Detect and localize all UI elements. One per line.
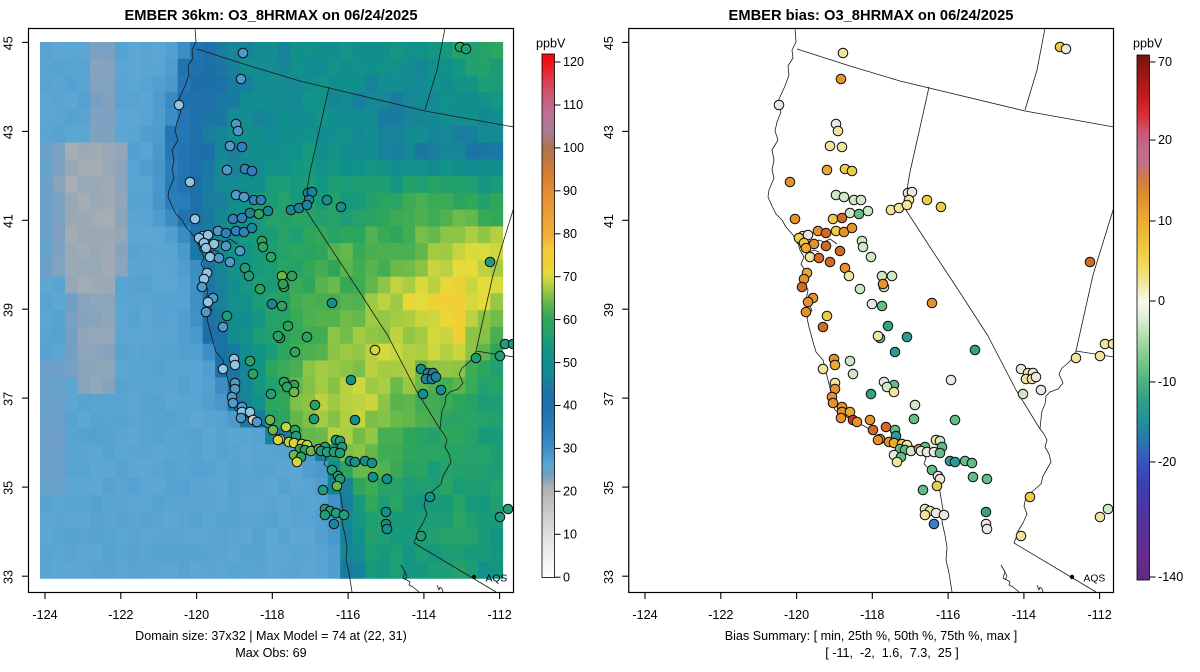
svg-text:-124: -124 [632, 608, 657, 622]
svg-text:AQS: AQS [1084, 574, 1106, 585]
svg-text:43: 43 [2, 125, 16, 139]
svg-text:-122: -122 [108, 608, 133, 622]
svg-text:20: 20 [1158, 133, 1172, 147]
svg-text:39: 39 [2, 303, 16, 317]
svg-text:-120: -120 [784, 608, 809, 622]
svg-text:39: 39 [602, 303, 616, 317]
svg-text:45: 45 [602, 36, 616, 50]
svg-text:37: 37 [602, 392, 616, 406]
svg-text:Bias Summary: [ min, 25th %, 5: Bias Summary: [ min, 25th %, 50th %, 75t… [725, 629, 1018, 643]
svg-text:-120: -120 [184, 608, 209, 622]
svg-text:AQS: AQS [486, 574, 508, 585]
svg-text:EMBER 36km: O3_8HRMAX on 06/24: EMBER 36km: O3_8HRMAX on 06/24/2025 [124, 8, 417, 24]
svg-text:-112: -112 [487, 608, 511, 622]
svg-text:-118: -118 [260, 608, 284, 622]
svg-text:[ -11, -2, 1.6, 7.3, 25 ]: [ -11, -2, 1.6, 7.3, 25 ] [825, 646, 958, 660]
svg-text:EMBER bias: O3_8HRMAX on 06/24: EMBER bias: O3_8HRMAX on 06/24/2025 [729, 8, 1014, 24]
svg-text:-20: -20 [1158, 455, 1176, 469]
svg-text:-114: -114 [1012, 608, 1036, 622]
svg-text:41: 41 [602, 214, 616, 228]
svg-text:-112: -112 [1087, 608, 1111, 622]
svg-text:50: 50 [563, 356, 577, 370]
svg-text:40: 40 [563, 399, 577, 413]
svg-text:43: 43 [602, 125, 616, 139]
svg-text:10: 10 [1158, 214, 1172, 228]
svg-text:33: 33 [2, 570, 16, 584]
svg-text:0: 0 [563, 570, 570, 584]
svg-text:30: 30 [563, 442, 577, 456]
svg-text:120: 120 [563, 55, 584, 69]
svg-text:90: 90 [563, 184, 577, 198]
svg-text:35: 35 [2, 481, 16, 495]
svg-text:41: 41 [2, 214, 16, 228]
svg-text:0: 0 [1158, 294, 1165, 308]
svg-text:-118: -118 [860, 608, 884, 622]
svg-text:20: 20 [563, 485, 577, 499]
svg-text:-116: -116 [936, 608, 960, 622]
svg-text:ppbV: ppbV [1133, 37, 1163, 51]
svg-text:60: 60 [563, 313, 577, 327]
svg-text:45: 45 [2, 36, 16, 50]
svg-text:-140: -140 [1158, 570, 1183, 584]
svg-text:70: 70 [563, 270, 577, 284]
svg-text:-114: -114 [412, 608, 436, 622]
svg-text:35: 35 [602, 481, 616, 495]
svg-text:Max Obs: 69: Max Obs: 69 [235, 646, 306, 660]
svg-text:-122: -122 [708, 608, 733, 622]
svg-text:10: 10 [563, 528, 577, 542]
svg-text:Domain size: 37x32 | Max Model: Domain size: 37x32 | Max Model = 74 at (… [135, 629, 407, 643]
svg-text:37: 37 [2, 392, 16, 406]
svg-text:33: 33 [602, 570, 616, 584]
svg-text:100: 100 [563, 141, 584, 155]
svg-text:-124: -124 [32, 608, 57, 622]
svg-text:70: 70 [1158, 55, 1172, 69]
svg-text:-10: -10 [1158, 375, 1176, 389]
svg-text:80: 80 [563, 227, 577, 241]
svg-text:-116: -116 [336, 608, 360, 622]
svg-text:110: 110 [563, 98, 583, 112]
svg-text:ppbV: ppbV [536, 37, 566, 51]
